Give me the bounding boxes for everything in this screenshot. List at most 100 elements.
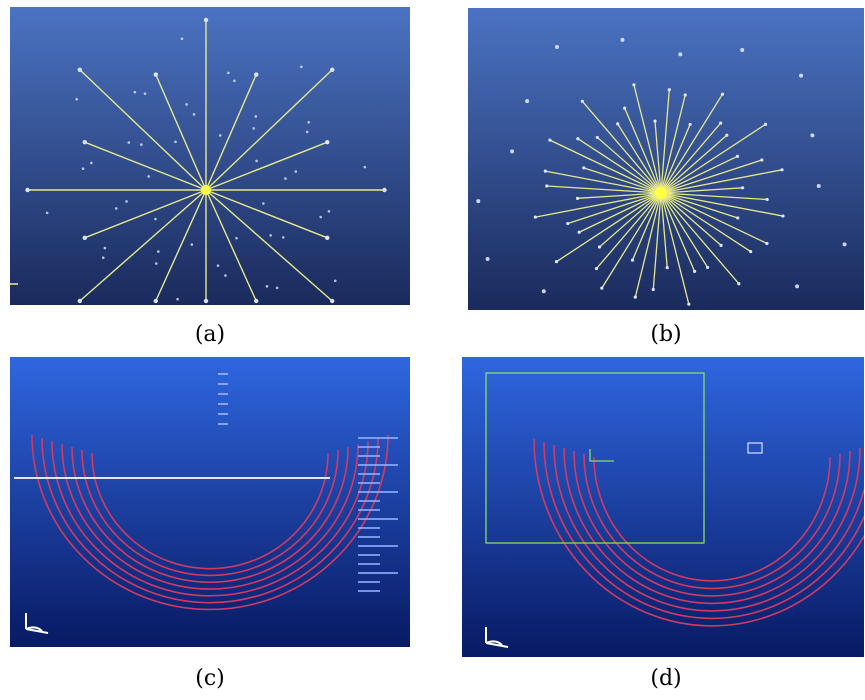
ring-node <box>284 177 287 180</box>
outer-node <box>485 256 490 261</box>
ray-end-node <box>82 235 87 241</box>
ray-end-node <box>760 158 764 162</box>
outer-node <box>816 183 821 188</box>
ring-node <box>147 175 150 178</box>
ring-node <box>333 279 337 283</box>
ring-node <box>174 140 177 144</box>
ring-node <box>154 217 157 221</box>
ray-end-node <box>765 241 769 246</box>
arc-layer <box>573 450 851 597</box>
ray-end-node <box>720 92 725 96</box>
ray-end-node <box>575 196 580 200</box>
ray-line <box>660 134 728 194</box>
ray-end-node <box>725 133 729 137</box>
ring-node <box>254 115 258 118</box>
ring-node <box>255 159 258 163</box>
arc-layer <box>533 438 864 627</box>
ring-node <box>190 243 194 246</box>
outer-node <box>740 47 745 52</box>
ray-line <box>545 170 662 194</box>
ray-line <box>660 94 686 194</box>
ray-end-node <box>780 168 784 172</box>
ring-node <box>224 274 227 277</box>
arc-layer <box>81 449 339 577</box>
legend-mark <box>218 403 228 405</box>
viewport-background <box>468 8 864 310</box>
ray-end-node <box>719 121 723 125</box>
ray-line <box>660 192 738 219</box>
ray-end-node <box>566 221 570 226</box>
ring-node <box>75 97 79 101</box>
arc-layer <box>553 444 864 612</box>
ray-line <box>79 189 207 302</box>
ray-line <box>583 167 662 194</box>
viewport-d <box>462 357 864 657</box>
list-mark <box>358 473 380 475</box>
caption-d: (d) <box>650 666 682 691</box>
ray-end-node <box>25 187 30 193</box>
ray-line <box>652 192 662 290</box>
viewport-c <box>10 357 410 647</box>
ray-end-node <box>153 298 158 304</box>
ray-end-node <box>688 122 692 127</box>
ring-node <box>305 130 309 134</box>
ring-node <box>235 236 238 240</box>
ray-end-node <box>763 122 768 126</box>
ray-end-node <box>667 88 671 92</box>
ray-center <box>201 185 211 195</box>
ray-end-node <box>616 122 620 126</box>
spherical-rays-view <box>468 8 864 310</box>
ray-end-node <box>203 17 209 23</box>
ray-line <box>599 192 662 248</box>
ray-end-node <box>749 249 753 254</box>
ray-end-node <box>632 83 636 87</box>
ray-line <box>660 192 722 246</box>
arc-layers-framed-view <box>462 357 864 657</box>
ray-end-node <box>580 99 584 103</box>
viewport-a <box>10 7 410 305</box>
ring-node <box>262 202 265 205</box>
arc-layer <box>593 456 831 582</box>
outer-node <box>678 52 683 57</box>
ring-node <box>154 262 158 265</box>
ray-line <box>84 141 207 191</box>
ray-line <box>660 192 690 305</box>
list-mark <box>358 563 380 565</box>
arc-layer <box>583 453 841 590</box>
list-mark <box>358 464 398 466</box>
caption-c: (c) <box>195 666 225 691</box>
ray-line <box>581 100 662 194</box>
ray-end-node <box>82 139 87 145</box>
ring-node <box>233 79 236 83</box>
ray-end-node <box>719 243 723 248</box>
list-mark <box>358 545 398 547</box>
outer-node <box>810 133 815 138</box>
viewport-background <box>10 357 410 647</box>
ray-end-node <box>692 269 697 274</box>
ray-line <box>535 192 662 218</box>
list-mark <box>358 554 380 556</box>
arc-layer <box>61 443 359 590</box>
ray-line <box>660 192 768 245</box>
ray-line <box>549 139 662 194</box>
ray-end-node <box>325 235 330 241</box>
arc-layer <box>71 446 349 583</box>
list-mark <box>358 536 380 538</box>
ring-node <box>81 167 85 170</box>
ray-end-node <box>554 260 559 264</box>
ray-end-node <box>203 298 209 304</box>
ray-line <box>567 192 662 225</box>
ray-line <box>205 141 328 191</box>
ray-line <box>205 69 333 191</box>
ring-node <box>127 141 131 144</box>
ray-end-node <box>665 266 669 270</box>
radial-rays-view <box>10 7 410 305</box>
ray-end-node <box>382 187 387 193</box>
arc-layer <box>51 440 369 597</box>
list-mark <box>358 581 380 583</box>
ray-end-node <box>683 93 687 97</box>
ring-node <box>114 207 118 210</box>
legend-mark <box>218 393 228 395</box>
outer-node <box>525 99 530 104</box>
ray-line <box>556 192 662 263</box>
